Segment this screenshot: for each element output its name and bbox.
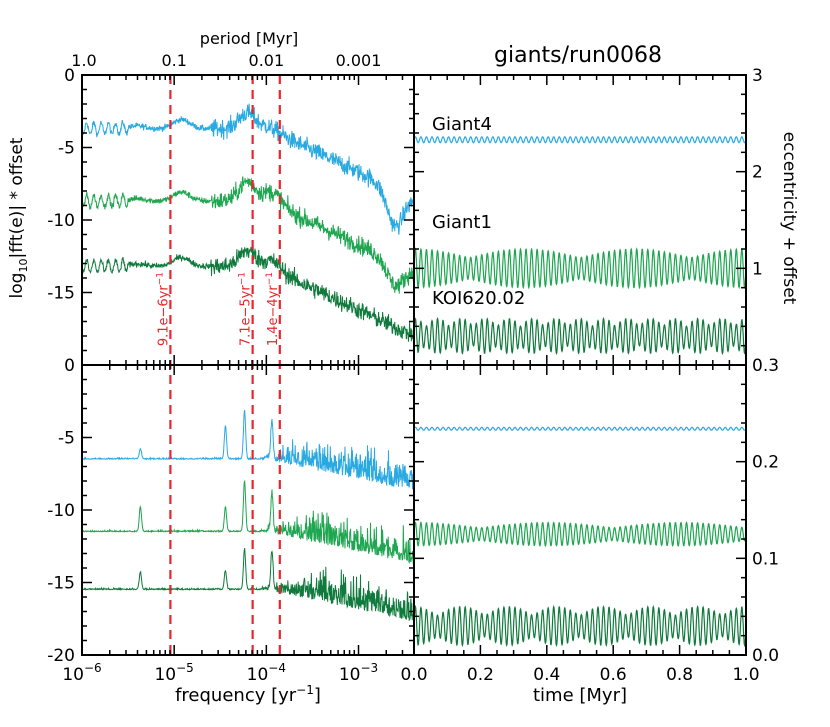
x-tick-label: 10−5 bbox=[154, 661, 193, 685]
time-tick-label: 1.0 bbox=[732, 665, 759, 685]
series-label-giant1: Giant1 bbox=[432, 212, 492, 233]
y-tick-label: -15 bbox=[47, 574, 75, 594]
panel-eccentricity-top bbox=[413, 136, 747, 355]
eccentricity-line-giant4 bbox=[413, 426, 747, 431]
x-tick-label: 10−3 bbox=[339, 661, 378, 685]
x-tick-label: 10−4 bbox=[247, 661, 286, 685]
fft-line-giant1 bbox=[81, 176, 415, 294]
frequency-marker-label: 9.1e−6yr−1 bbox=[155, 272, 171, 346]
time-tick-label: 0.6 bbox=[600, 665, 627, 685]
right-y-tick-label: 0.2 bbox=[752, 453, 779, 473]
y-tick-label: -20 bbox=[47, 646, 75, 666]
eccentricity-line-giant1 bbox=[413, 247, 747, 290]
y-tick-label: -10 bbox=[47, 211, 75, 231]
period-tick-label: 0.01 bbox=[249, 51, 285, 70]
frequency-marker-label: 7.1e−5yr−1 bbox=[238, 272, 254, 346]
frequency-axis-label: frequency [yr−1] bbox=[175, 683, 321, 706]
y-tick-label: -15 bbox=[47, 284, 75, 304]
period-tick-label: 0.001 bbox=[336, 51, 382, 70]
time-tick-label: 0.8 bbox=[666, 665, 693, 685]
right-y-axis-label: eccentricity + offset bbox=[779, 132, 799, 305]
period-tick-labels: 1.0 0.1 0.01 0.001 bbox=[71, 51, 381, 70]
right-y-tick-label: 0.3 bbox=[752, 356, 779, 376]
y-tick-label: 0 bbox=[64, 356, 75, 376]
y-tick-label: 0 bbox=[64, 66, 75, 86]
series-label-koi620: KOI620.02 bbox=[432, 288, 525, 309]
y-tick-label: -5 bbox=[58, 139, 75, 159]
x-tick-label: 10−6 bbox=[62, 661, 101, 685]
time-tick-label: 0.4 bbox=[533, 665, 560, 685]
right-y-tick-label: 2 bbox=[752, 163, 763, 183]
right-y-tick-label: 0.1 bbox=[752, 549, 779, 569]
series-label-giant4: Giant4 bbox=[432, 114, 492, 135]
period-tick-label: 1.0 bbox=[71, 51, 96, 70]
panel-fft-bottom bbox=[81, 409, 415, 621]
fft-line-giant4 bbox=[81, 103, 415, 235]
y-tick-label: -10 bbox=[47, 501, 75, 521]
panel-eccentricity-bottom bbox=[413, 426, 747, 648]
frequency-marker-label: 1.4e−4yr−1 bbox=[265, 272, 281, 346]
eccentricity-line-koi bbox=[413, 317, 747, 355]
time-axis-label: time [Myr] bbox=[533, 685, 627, 706]
fft-line-giant1 bbox=[81, 479, 415, 565]
y-tick-label: -5 bbox=[58, 429, 75, 449]
eccentricity-line-koi bbox=[413, 604, 747, 648]
left-y-axis-label: log10|fft(e)| * offset bbox=[7, 137, 30, 298]
period-axis: period [Myr] 1.0 0.1 0.01 0.001 bbox=[71, 29, 381, 70]
time-tick-label: 0.0 bbox=[400, 665, 427, 685]
eccentricity-line-giant4 bbox=[413, 136, 747, 144]
right-y-tick-label: 0.0 bbox=[752, 646, 779, 666]
time-tick-label: 0.2 bbox=[467, 665, 494, 685]
fft-line-giant4 bbox=[81, 409, 415, 490]
run-title: giants/run0068 bbox=[494, 43, 662, 68]
period-tick-label: 0.1 bbox=[161, 51, 186, 70]
right-y-tick-label: 1 bbox=[752, 259, 763, 279]
right-y-tick-label: 3 bbox=[752, 66, 763, 86]
fft-line-koi bbox=[81, 246, 415, 342]
panel-fft-top bbox=[81, 103, 415, 342]
period-axis-label: period [Myr] bbox=[200, 29, 298, 48]
eccentricity-line-giant1 bbox=[413, 521, 747, 547]
fft-line-koi bbox=[81, 547, 415, 621]
